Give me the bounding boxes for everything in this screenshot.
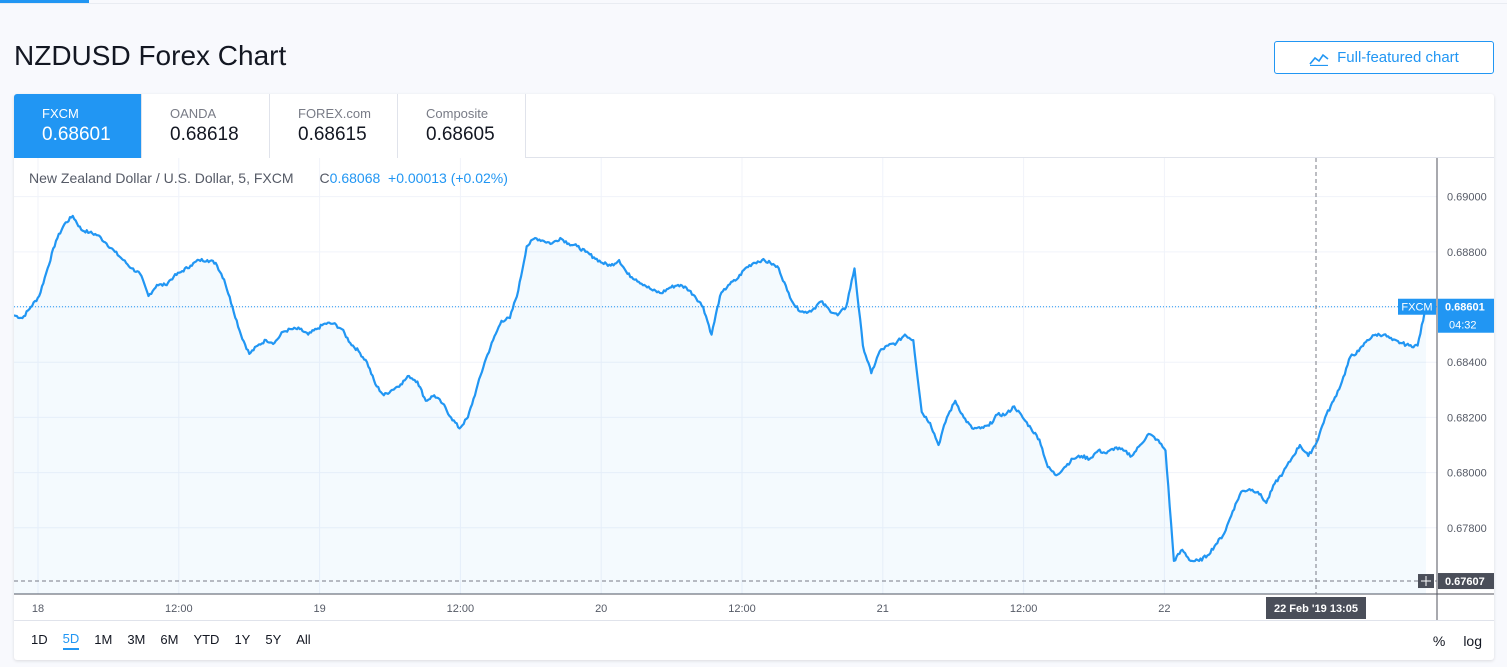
top-tab-active-indicator (0, 0, 89, 3)
x-tick-label: 20 (595, 603, 607, 615)
x-tick-label: 19 (313, 603, 325, 615)
y-tick-label: 0.69000 (1447, 192, 1487, 204)
tab-value: 0.68618 (170, 124, 239, 145)
chart-area[interactable]: 0.690000.688000.686000.684000.682000.680… (14, 158, 1494, 620)
crosshair-price-bg (1438, 573, 1494, 590)
range-1d[interactable]: 1D (31, 632, 48, 647)
y-tick-label: 0.68200 (1447, 412, 1487, 424)
legend-close-label: C (319, 170, 330, 186)
legend-symbol: New Zealand Dollar / U.S. Dollar, 5, FXC… (29, 170, 294, 186)
tab-fxcm[interactable]: FXCM 0.68601 (14, 94, 142, 158)
tab-value: 0.68615 (298, 124, 367, 145)
price-tag-value: 0.68601 (1445, 302, 1485, 314)
tab-composite[interactable]: Composite 0.68605 (398, 94, 526, 158)
full-featured-chart-label: Full-featured chart (1337, 49, 1459, 66)
tab-name: OANDA (170, 106, 217, 121)
x-tick-label: 12:00 (728, 603, 756, 615)
legend-close-value: 0.68068 (329, 170, 381, 186)
range-ytd[interactable]: YTD (193, 632, 220, 647)
y-tick-label: 0.68800 (1447, 247, 1487, 259)
scale-options: % log (1433, 633, 1482, 649)
full-featured-chart-button[interactable]: Full-featured chart (1274, 41, 1494, 74)
source-tabs: FXCM 0.68601 OANDA 0.68618 FOREX.com 0.6… (14, 94, 1494, 158)
range-5d[interactable]: 5D (62, 631, 80, 650)
crosshair-time-label: 22 Feb '19 13:05 (1274, 603, 1358, 615)
chart-legend: New Zealand Dollar / U.S. Dollar, 5, FXC… (29, 170, 508, 186)
tab-name: FOREX.com (298, 106, 371, 121)
range-3m[interactable]: 3M (127, 632, 146, 647)
legend-change: +0.00013 (+0.02%) (388, 170, 508, 186)
x-tick-label: 12:00 (1010, 603, 1038, 615)
crosshair-price-label: 0.67607 (1445, 576, 1485, 588)
x-tick-label: 12:00 (447, 603, 475, 615)
range-5y[interactable]: 5Y (265, 632, 282, 647)
y-tick-label: 0.68400 (1447, 357, 1487, 369)
log-scale-toggle[interactable]: log (1463, 633, 1482, 649)
source-tag-bg (1398, 298, 1436, 315)
legend-ohlc: C0.68068 +0.00013 (+0.02%) (320, 170, 508, 186)
percent-scale-toggle[interactable]: % (1432, 633, 1446, 649)
page-title: NZDUSD Forex Chart (14, 40, 287, 71)
range-1m[interactable]: 1M (94, 632, 113, 647)
range-1y[interactable]: 1Y (234, 632, 251, 647)
tab-name: FXCM (42, 106, 79, 121)
tab-value: 0.68605 (426, 124, 495, 145)
plus-icon (1421, 576, 1431, 587)
price-tag-bg (1438, 298, 1494, 333)
tab-value: 0.68601 (42, 124, 111, 145)
tab-oanda[interactable]: OANDA 0.68618 (142, 94, 270, 158)
x-tick-label: 21 (877, 603, 889, 615)
price-chart[interactable]: 0.690000.688000.686000.684000.682000.680… (14, 158, 1494, 620)
chart-card: FXCM 0.68601 OANDA 0.68618 FOREX.com 0.6… (14, 94, 1494, 660)
tab-name: Composite (426, 106, 489, 121)
y-tick-label: 0.67800 (1447, 523, 1487, 535)
top-tab-strip (0, 0, 1507, 4)
crosshair-time-bg (1266, 597, 1366, 619)
price-tag-countdown: 04:32 (1449, 320, 1477, 332)
price-area-fill (14, 215, 1426, 594)
tab-forex-com[interactable]: FOREX.com 0.68615 (270, 94, 398, 158)
chart-icon (1309, 53, 1329, 66)
y-tick-label: 0.68000 (1447, 468, 1487, 480)
x-tick-label: 22 (1158, 603, 1170, 615)
x-tick-label: 18 (32, 603, 44, 615)
source-tag-label: FXCM (1401, 302, 1432, 314)
x-tick-label: 12:00 (165, 603, 193, 615)
range-bar: 1D 5D 1M 3M 6M YTD 1Y 5Y All % log (14, 620, 1494, 660)
price-line (14, 214, 1428, 563)
range-6m[interactable]: 6M (160, 632, 179, 647)
range-all[interactable]: All (296, 632, 311, 647)
